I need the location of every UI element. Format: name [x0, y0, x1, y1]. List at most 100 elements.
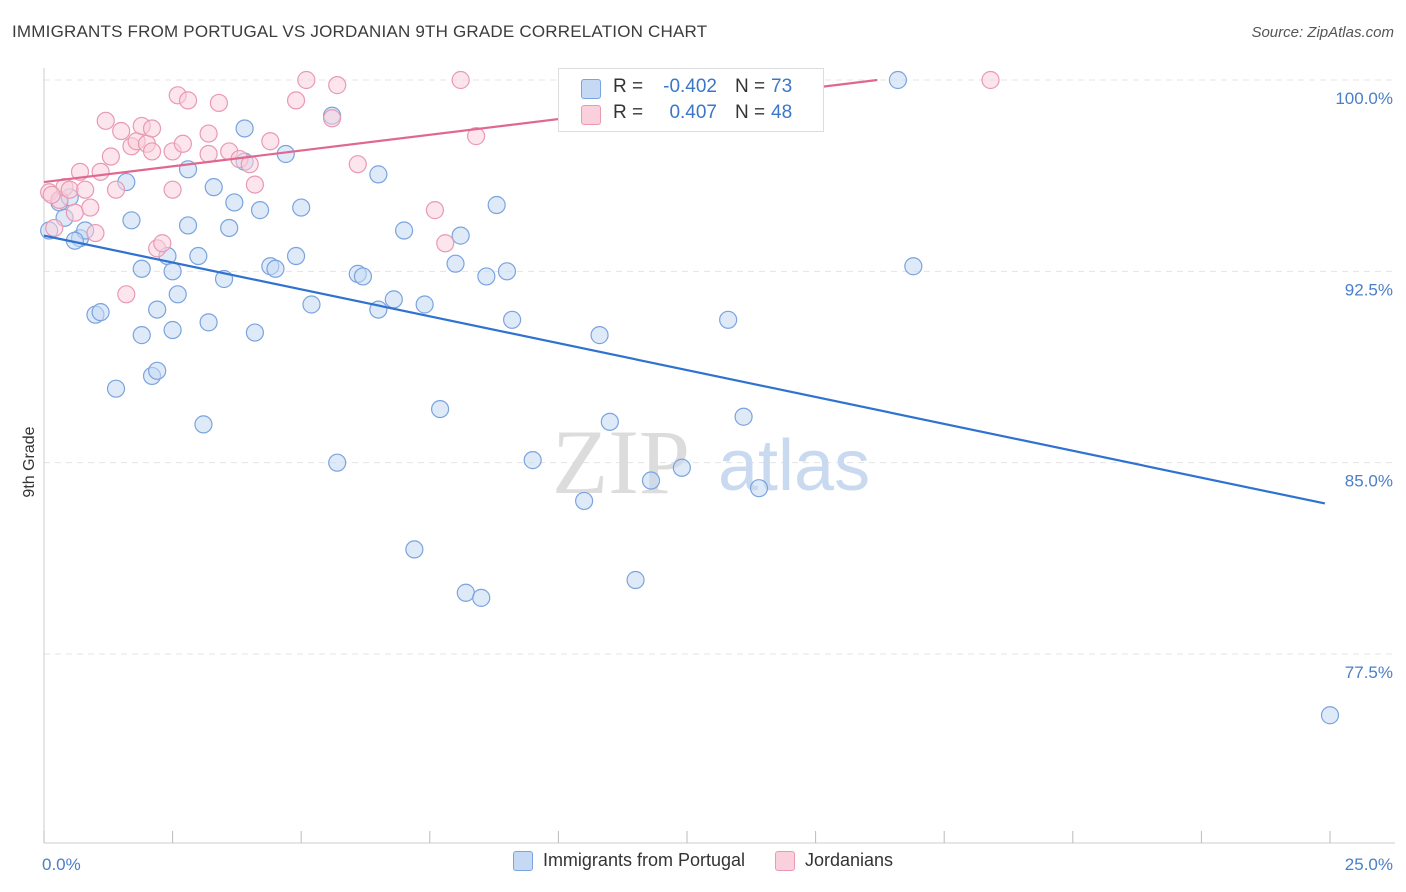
legend-label-portugal: Immigrants from Portugal: [542, 850, 745, 870]
data-point: [503, 310, 522, 329]
data-point: [292, 198, 311, 217]
data-point: [132, 259, 151, 278]
data-point: [178, 91, 198, 110]
data-point: [204, 178, 223, 197]
stats-swatch-portugal: [581, 79, 601, 99]
watermark-zip: ZIP: [552, 411, 690, 513]
axes: [43, 68, 1395, 844]
x-tick-label: 0.0%: [42, 855, 81, 874]
data-point: [266, 259, 285, 278]
data-point: [456, 583, 475, 602]
data-point: [194, 415, 213, 434]
data-point: [302, 295, 321, 314]
data-point: [430, 399, 450, 419]
data-point: [168, 285, 187, 304]
data-point: [142, 142, 162, 161]
data-point: [436, 234, 455, 253]
data-point: [96, 111, 115, 130]
data-point: [91, 162, 110, 181]
legend-item-jordanians[interactable]: Jordanians: [775, 850, 893, 871]
data-point: [106, 379, 126, 398]
r-value: 0.407: [669, 102, 717, 123]
legend-swatch-portugal: [512, 850, 533, 871]
y-tick-label: 77.5%: [1345, 663, 1393, 682]
data-point: [220, 218, 239, 238]
y-tick-label: 100.0%: [1335, 89, 1393, 108]
data-point: [749, 479, 769, 498]
chart-legend: Immigrants from Portugal Jordanians: [0, 850, 1406, 871]
data-point: [369, 165, 388, 184]
data-point: [672, 458, 691, 477]
data-point: [101, 147, 120, 166]
data-point: [451, 226, 470, 245]
data-point: [235, 119, 254, 138]
data-point: [189, 246, 208, 266]
data-point: [240, 155, 259, 174]
chart-source: Source: ZipAtlas.com: [1251, 24, 1394, 41]
legend-item-portugal[interactable]: Immigrants from Portugal: [512, 850, 745, 871]
stats-swatch-jordanians: [581, 105, 601, 125]
data-point: [384, 290, 403, 309]
data-point: [106, 180, 126, 199]
n-label: N =: [735, 102, 766, 123]
data-point: [394, 221, 414, 240]
n-value: 48: [771, 102, 793, 123]
data-point: [91, 303, 110, 322]
data-point: [415, 295, 434, 314]
n-value: 73: [771, 76, 793, 97]
series-jordanians-points: [40, 70, 1000, 304]
data-point: [225, 193, 244, 212]
data-point: [42, 185, 61, 204]
y-tick-label: 85.0%: [1345, 472, 1393, 491]
data-point: [261, 132, 280, 151]
data-point: [245, 323, 265, 342]
data-point: [497, 262, 517, 281]
x-tick-label: 25.0%: [1345, 855, 1393, 874]
data-point: [477, 267, 496, 286]
data-point: [286, 246, 306, 266]
data-point: [904, 257, 923, 276]
data-point: [322, 109, 342, 128]
data-point: [163, 320, 182, 340]
stats-row-portugal: R = -0.402 N = 73: [559, 75, 823, 101]
data-point: [148, 300, 167, 319]
data-point: [523, 451, 542, 470]
data-point: [209, 93, 228, 113]
data-point: [86, 223, 105, 243]
data-point: [142, 119, 162, 138]
data-point: [328, 76, 347, 95]
data-point: [178, 216, 198, 235]
data-point: [981, 70, 1000, 90]
data-point: [297, 70, 316, 90]
data-point: [405, 540, 424, 559]
data-point: [173, 134, 192, 153]
data-point: [575, 491, 594, 511]
data-point: [734, 407, 753, 426]
data-point: [112, 121, 131, 141]
data-point: [487, 195, 506, 215]
watermark-atlas: atlas: [718, 426, 870, 506]
data-point: [199, 124, 218, 143]
data-point: [425, 201, 445, 220]
data-point: [60, 180, 79, 199]
tick-labels: 77.5% 85.0% 92.5% 100.0% 0.0% 25.0%: [42, 89, 1393, 874]
data-point: [163, 262, 182, 281]
legend-label-jordanians: Jordanians: [805, 850, 894, 870]
data-point: [451, 70, 470, 90]
data-point: [641, 471, 661, 490]
data-point: [199, 313, 218, 332]
chart-title: IMMIGRANTS FROM PORTUGAL VS JORDANIAN 9T…: [12, 22, 708, 41]
stats-box: R = -0.402 N = 73 R = 0.407 N = 48: [558, 68, 824, 132]
data-point: [117, 285, 136, 304]
data-point: [199, 144, 218, 164]
trend-line-portugal: [43, 234, 1326, 505]
data-point: [600, 412, 619, 431]
data-point: [286, 91, 306, 110]
data-point: [148, 361, 167, 380]
data-point: [76, 180, 95, 199]
y-axis-label: 9th Grade: [21, 426, 38, 497]
data-point: [250, 201, 270, 220]
r-value: -0.402: [663, 76, 717, 97]
series-portugal-points: [40, 70, 1340, 725]
